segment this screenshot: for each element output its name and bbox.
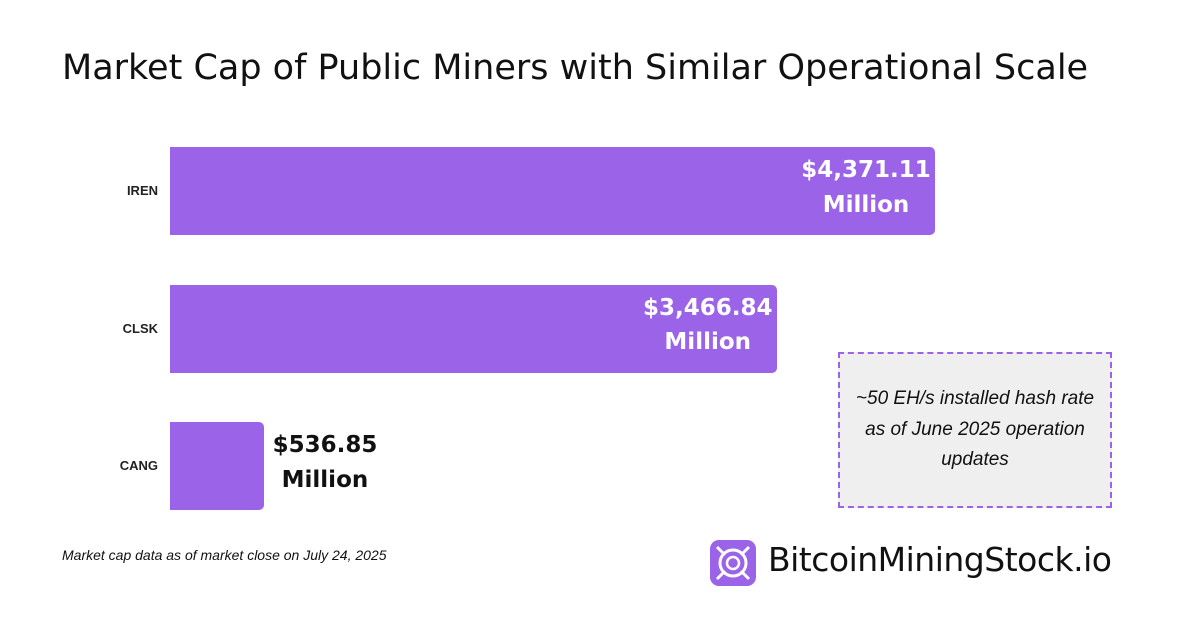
chart-title: Market Cap of Public Miners with Similar… bbox=[62, 48, 1089, 88]
value-label: $4,371.11 Million bbox=[801, 157, 931, 218]
bar bbox=[170, 147, 935, 235]
category-label: CANG bbox=[119, 458, 158, 473]
category-label: IREN bbox=[126, 183, 158, 198]
footnote: Market cap data as of market close on Ju… bbox=[62, 547, 387, 563]
bar bbox=[170, 284, 777, 373]
value-label: $536.85 Million bbox=[272, 432, 378, 493]
category-label: CLSK bbox=[122, 320, 158, 336]
bar bbox=[170, 422, 264, 510]
annotation: ~50 EH/s installed hash rate as of June … bbox=[838, 352, 1112, 508]
value-label: $3,466.84 Million bbox=[642, 294, 773, 356]
brand-logo bbox=[710, 540, 756, 586]
brand-name: BitcoinMiningStock.io bbox=[768, 540, 1112, 579]
